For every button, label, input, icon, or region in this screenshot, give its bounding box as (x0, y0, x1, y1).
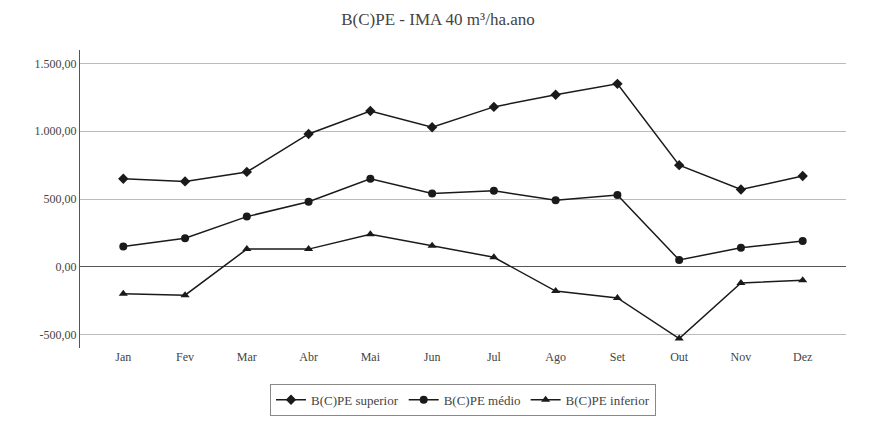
svg-text:500,00: 500,00 (44, 192, 77, 206)
svg-text:0,00: 0,00 (56, 260, 77, 274)
svg-text:Set: Set (610, 350, 626, 364)
svg-text:Ago: Ago (545, 350, 566, 364)
svg-text:B(C)PE - IMA 40 m³/ha.ano: B(C)PE - IMA 40 m³/ha.ano (341, 10, 535, 29)
svg-text:Jun: Jun (424, 350, 441, 364)
svg-text:1.000,00: 1.000,00 (35, 124, 77, 138)
svg-text:Jul: Jul (487, 350, 502, 364)
svg-text:B(C)PE inferior: B(C)PE inferior (566, 393, 650, 408)
svg-text:Abr: Abr (299, 350, 318, 364)
svg-text:-500,00: -500,00 (40, 328, 77, 342)
svg-text:Dez: Dez (793, 350, 812, 364)
svg-text:1.500,00: 1.500,00 (35, 57, 77, 71)
svg-text:B(C)PE superior: B(C)PE superior (311, 393, 399, 408)
svg-text:Jan: Jan (115, 350, 131, 364)
svg-text:Mar: Mar (237, 350, 257, 364)
svg-text:B(C)PE médio: B(C)PE médio (444, 393, 521, 408)
svg-text:Mai: Mai (361, 350, 381, 364)
svg-text:Nov: Nov (731, 350, 752, 364)
svg-text:Fev: Fev (176, 350, 194, 364)
svg-text:Out: Out (670, 350, 689, 364)
